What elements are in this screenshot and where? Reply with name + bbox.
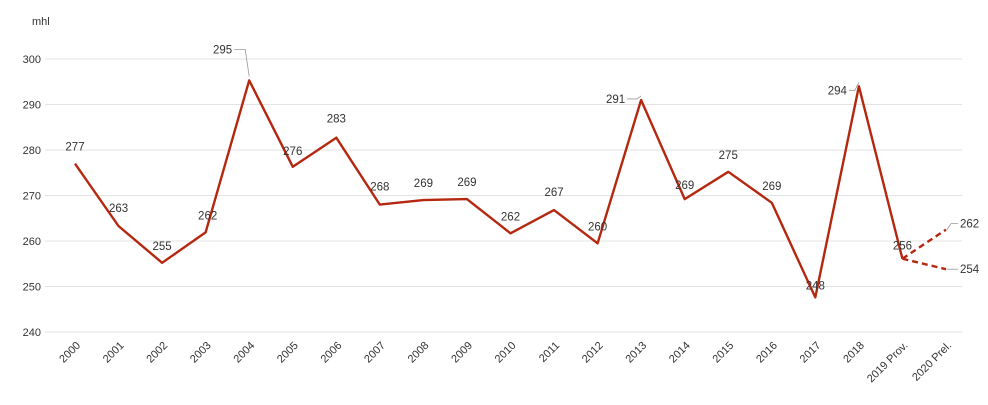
- data-label: 262: [501, 211, 520, 223]
- data-label: 275: [719, 150, 738, 162]
- x-tick-label: 2009: [449, 340, 475, 366]
- data-label: 262: [960, 219, 979, 231]
- data-label: 283: [327, 114, 346, 126]
- data-label: 262: [198, 210, 217, 222]
- x-tick-label: 2011: [537, 340, 562, 365]
- gridlines: [45, 58, 962, 333]
- x-tick-label: 2004: [232, 340, 258, 366]
- x-tick-label: 2013: [623, 340, 649, 366]
- y-tick-label: 260: [23, 236, 41, 248]
- x-tick-label: 2019 Prov.: [865, 340, 911, 386]
- data-label: 277: [65, 142, 84, 154]
- data-label: 248: [806, 280, 825, 292]
- x-tick-label: 2007: [362, 340, 388, 366]
- series-line: [901, 228, 947, 260]
- x-tick-label: 2003: [188, 340, 214, 366]
- series-line: [902, 257, 947, 271]
- data-label: 269: [675, 180, 694, 192]
- y-axis-unit-label: mhl: [32, 16, 50, 28]
- label-leader-line: [234, 48, 250, 77]
- y-tick-label: 250: [23, 282, 41, 294]
- data-label: 267: [544, 187, 563, 199]
- y-tick-label: 270: [23, 191, 41, 203]
- data-label: 254: [960, 264, 980, 276]
- x-tick-label: 2006: [319, 340, 345, 366]
- data-label: 269: [457, 177, 476, 189]
- y-tick-label: 280: [23, 145, 41, 157]
- label-leader-line: [946, 223, 958, 230]
- data-label: 269: [762, 181, 781, 193]
- y-tick-label: 300: [23, 54, 41, 66]
- data-label: 255: [153, 241, 172, 253]
- label-leader-line: [627, 95, 642, 100]
- series-lines: [74, 79, 947, 299]
- y-tick-label: 240: [23, 327, 41, 339]
- y-axis-ticks: 240 250 260 270 280 290 300: [23, 54, 41, 339]
- data-label: 269: [414, 178, 433, 190]
- x-tick-label: 2001: [101, 340, 127, 366]
- data-label: 291: [606, 94, 625, 106]
- x-tick-label: 2008: [406, 340, 432, 366]
- y-tick-label: 290: [23, 100, 41, 112]
- data-label: 260: [588, 221, 607, 233]
- x-tick-label: 2005: [275, 340, 301, 366]
- x-tick-label: 2010: [493, 340, 519, 366]
- x-tick-label: 2018: [841, 340, 867, 366]
- x-tick-label: 2014: [667, 340, 693, 366]
- x-axis-ticks: 2000 2001 2002 2003 2004 2005 2006 2007 2008 2009…: [57, 340, 954, 386]
- data-label: 295: [213, 44, 232, 56]
- label-leader-line: [848, 82, 860, 91]
- data-labels: 277 263 255 262 295 276 283 268 269 269 262 267 260 2…: [65, 44, 979, 292]
- x-tick-label: 2017: [798, 340, 824, 366]
- x-tick-label: 2020 Prel.: [910, 340, 954, 384]
- data-label: 256: [893, 241, 912, 253]
- series-line: [74, 79, 904, 299]
- data-label: 268: [370, 182, 389, 194]
- data-label: 294: [828, 85, 848, 97]
- data-label: 276: [283, 146, 302, 158]
- data-label: 263: [109, 203, 128, 215]
- x-tick-label: 2016: [754, 340, 780, 366]
- x-tick-label: 2015: [711, 340, 737, 366]
- x-tick-label: 2000: [57, 340, 83, 366]
- x-tick-label: 2002: [144, 340, 170, 366]
- x-tick-label: 2012: [580, 340, 606, 366]
